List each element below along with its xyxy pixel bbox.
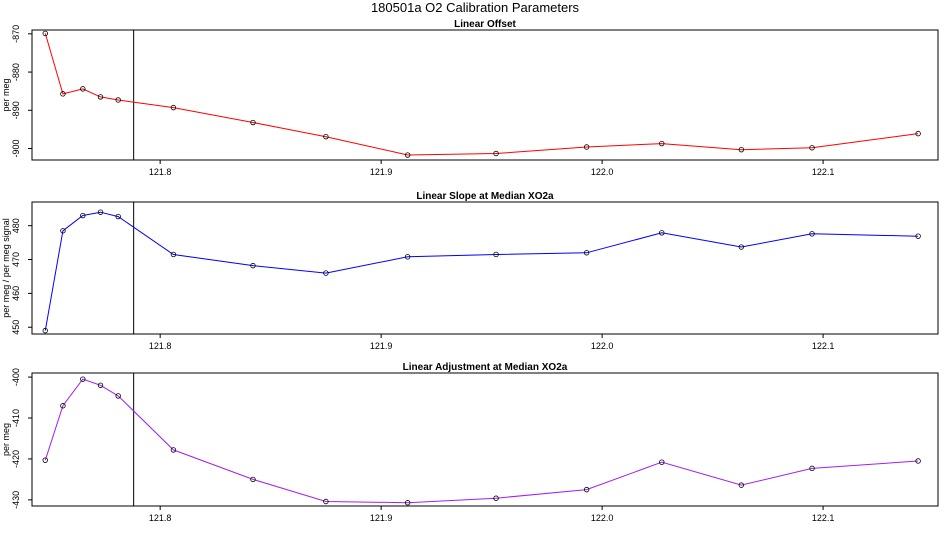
data-point: [250, 476, 256, 483]
y-axis-label: per meg: [1, 78, 11, 111]
y-axis-label: per meg: [1, 423, 11, 456]
data-point: [915, 233, 921, 239]
panel-linear-slope: Linear Slope at Median XO2a per meg / per…: [1, 191, 939, 351]
data-point: [42, 30, 48, 37]
plot-frame: [31, 201, 939, 335]
main-title: 180501a O2 Calibration Parameters: [370, 0, 580, 15]
data-point: [170, 447, 177, 453]
data-point: [738, 146, 745, 153]
data-point: [738, 482, 745, 488]
data-point: [80, 212, 86, 219]
data-point: [583, 250, 590, 256]
data-point: [80, 376, 86, 382]
data-point: [809, 145, 815, 151]
data-point: [115, 97, 121, 103]
x-tick-label: 121.8: [149, 513, 172, 523]
y-tick-label: -880: [11, 63, 21, 81]
data-point: [809, 231, 815, 237]
data-point: [97, 382, 104, 388]
data-point: [404, 500, 411, 506]
data-point: [738, 244, 745, 250]
data-point: [115, 393, 121, 399]
data-point: [323, 498, 329, 505]
y-tick-label: -430: [11, 491, 21, 509]
data-point: [915, 130, 921, 137]
y-tick-label: -890: [11, 101, 21, 119]
panel-title: Linear Slope at Median XO2a: [416, 191, 554, 202]
data-point: [60, 228, 66, 234]
x-tick-label: 122.0: [591, 167, 614, 177]
y-tick-label: -400: [11, 368, 21, 386]
x-tick-label: 122.0: [591, 341, 614, 351]
data-point: [97, 94, 104, 100]
data-point: [250, 119, 256, 126]
data-point: [404, 254, 411, 260]
data-point: [809, 465, 815, 472]
x-tick-label: 121.8: [149, 341, 172, 351]
x-tick-label: 121.9: [370, 167, 393, 177]
data-point: [115, 213, 121, 220]
series-line: [44, 211, 919, 331]
data-point: [659, 140, 665, 147]
y-tick-label: -410: [11, 409, 21, 427]
y-tick-label: 480: [11, 218, 21, 233]
data-point: [60, 91, 66, 97]
panel-title: Linear Offset: [454, 19, 516, 30]
data-point: [915, 458, 921, 464]
data-point: [97, 209, 104, 215]
panel-title: Linear Adjustment at Median XO2a: [403, 362, 568, 373]
data-point: [170, 104, 177, 111]
y-tick-label: 470: [11, 252, 21, 267]
x-tick-label: 122.1: [812, 167, 835, 177]
x-tick-label: 121.8: [149, 167, 172, 177]
x-tick-label: 122.1: [812, 513, 835, 523]
y-tick-label: 460: [11, 286, 21, 301]
data-point: [80, 86, 86, 92]
x-tick-label: 121.9: [370, 341, 393, 351]
panel-linear-offset: Linear Offset per meg -870 -880 -890 -900 121.…: [1, 19, 939, 177]
data-point: [60, 403, 66, 409]
x-tick-label: 122.0: [591, 513, 614, 523]
data-point: [404, 152, 411, 158]
y-tick-label: -870: [11, 25, 21, 43]
data-point: [659, 230, 665, 236]
series-line: [44, 33, 919, 156]
data-point: [250, 262, 256, 269]
plot-frame: [31, 29, 939, 161]
data-point: [170, 251, 177, 258]
data-point: [583, 486, 590, 493]
y-axis-label: per meg / per meg signal: [1, 218, 11, 318]
y-tick-label: -900: [11, 140, 21, 158]
data-point: [659, 459, 665, 465]
data-point: [42, 457, 48, 463]
y-tick-label: 450: [11, 320, 21, 335]
plot-frame: [31, 372, 939, 507]
data-point: [323, 133, 329, 140]
data-point: [323, 270, 329, 276]
data-point: [493, 150, 499, 157]
data-point: [493, 495, 499, 501]
data-point: [42, 327, 48, 334]
y-tick-label: -420: [11, 450, 21, 468]
series-line: [44, 378, 919, 504]
x-tick-label: 121.9: [370, 513, 393, 523]
x-tick-label: 122.1: [812, 341, 835, 351]
data-point: [583, 144, 590, 150]
data-point: [493, 251, 499, 258]
